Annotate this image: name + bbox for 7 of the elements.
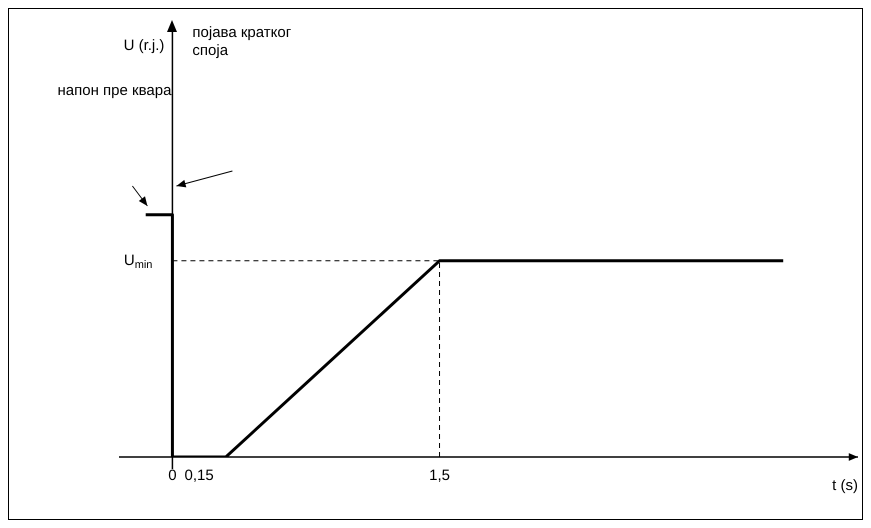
text: U (r.j.)	[124, 37, 164, 54]
text: напон пре квара	[58, 82, 172, 100]
text: појава кратког споја	[192, 24, 292, 60]
x-tick-label: 0	[168, 467, 177, 484]
x-tick-label: 0,15	[184, 467, 214, 484]
x-axis-title: t (s)	[832, 477, 858, 494]
x-tick-label: 1,5	[429, 467, 450, 484]
